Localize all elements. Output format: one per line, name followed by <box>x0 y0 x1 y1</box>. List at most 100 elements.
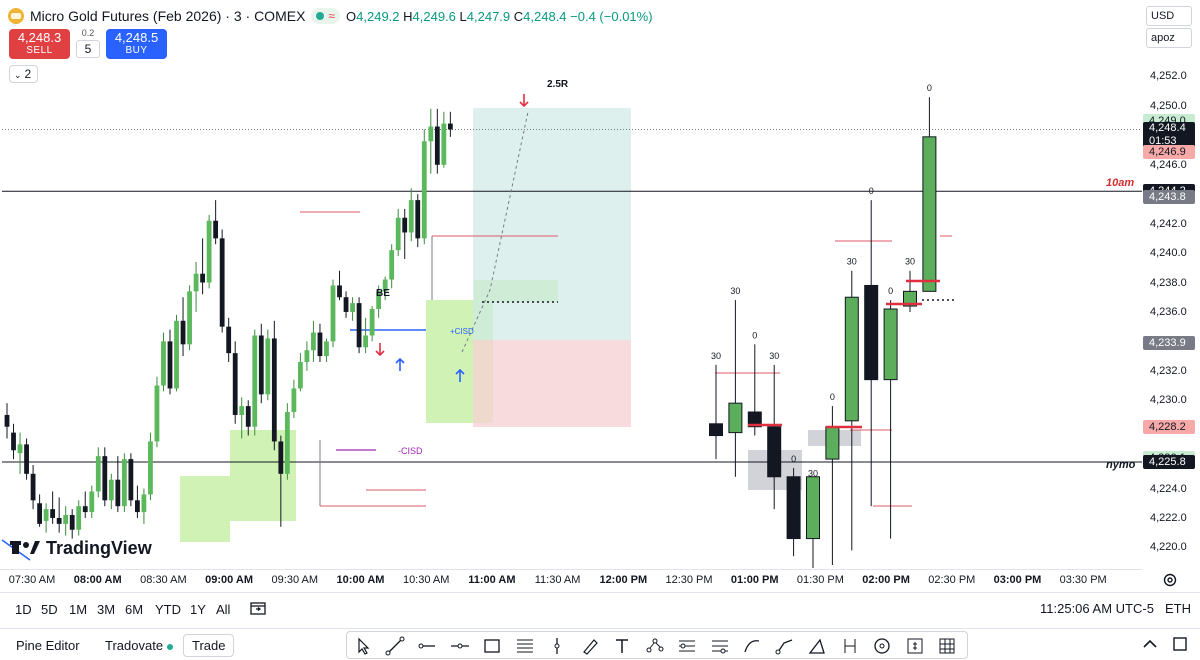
bull-candle <box>441 111 447 168</box>
calendar-goto-icon[interactable] <box>249 599 267 617</box>
gear-icon[interactable] <box>1162 572 1178 588</box>
horizontal-ray-icon[interactable] <box>416 635 438 657</box>
candle-body <box>284 412 290 474</box>
htf-bull-candle: 0 <box>883 286 898 539</box>
tab-tradovate[interactable]: Tradovate <box>105 638 174 653</box>
candle-body <box>121 459 127 507</box>
bear-candle <box>56 497 62 533</box>
long-position-icon[interactable] <box>676 635 698 657</box>
fib-retracement-icon[interactable] <box>514 635 536 657</box>
price-tick-label: 4,220.0 <box>1150 541 1187 554</box>
sell-button[interactable]: 4,248.3 SELL <box>9 29 70 59</box>
bull-candle <box>363 317 368 354</box>
date-range-icon[interactable] <box>839 635 861 657</box>
quantity-input[interactable]: 5 <box>76 40 100 58</box>
tab-pine-editor[interactable]: Pine Editor <box>16 638 80 653</box>
candle-body <box>447 123 453 130</box>
high-value: 4,249.6 <box>412 8 456 24</box>
price-tick-label: 4,250.0 <box>1150 99 1187 112</box>
vertical-line-icon[interactable] <box>546 635 568 657</box>
time-tick-label: 12:30 PM <box>665 574 713 586</box>
current-price-label: 4,248.4 01:53 <box>1143 122 1195 149</box>
market-status[interactable]: ≈ <box>311 8 341 24</box>
range-button-5d[interactable]: 5D <box>41 602 58 617</box>
account-select[interactable]: apoz <box>1146 28 1192 48</box>
htf-count-label: 0 <box>869 186 874 196</box>
rectangle-icon[interactable] <box>481 635 503 657</box>
price-marker-label: 4,228.2 <box>1143 419 1195 434</box>
chart-legend-header: Micro Gold Futures (Feb 2026) · 3 · COME… <box>8 6 653 26</box>
symbol-title[interactable]: Micro Gold Futures (Feb 2026) · 3 · COME… <box>30 8 306 24</box>
sell-signal-arrow-icon <box>375 343 385 357</box>
currency-select[interactable]: USD <box>1146 6 1192 26</box>
text-icon[interactable] <box>611 635 633 657</box>
range-button-ytd[interactable]: YTD <box>155 602 181 617</box>
candle-body <box>174 320 179 389</box>
maximize-icon[interactable] <box>1171 635 1189 653</box>
bull-candle <box>252 329 258 436</box>
htf-count-label: 0 <box>927 83 932 93</box>
bear-candle <box>245 400 251 436</box>
htf-bull-candle: 0 <box>825 392 840 566</box>
candle-body <box>271 338 277 442</box>
path-icon[interactable] <box>774 635 796 657</box>
brush-icon[interactable] <box>579 635 601 657</box>
bull-candle <box>76 500 82 536</box>
candle-body <box>408 200 414 233</box>
candle-body <box>389 250 395 280</box>
price-tick-label: 4,230.0 <box>1150 394 1187 407</box>
level-10am-label: 10am <box>1106 177 1134 189</box>
candle-body <box>298 361 303 389</box>
candle-body <box>154 385 160 442</box>
htf-count-label: 30 <box>711 351 721 361</box>
arrow-head <box>395 357 405 364</box>
htf-bull-candle: 30 <box>728 286 743 477</box>
range-button-all[interactable]: All <box>216 602 231 617</box>
range-button-6m[interactable]: 6M <box>125 602 144 617</box>
candle-body <box>30 473 36 501</box>
price-marker-label: 4,225.8 <box>1143 455 1195 470</box>
fib-channel-icon[interactable] <box>709 635 731 657</box>
candle-body <box>252 335 258 427</box>
time-tick-label: 02:30 PM <box>928 574 976 586</box>
buy-button[interactable]: 4,248.5 BUY <box>106 29 167 59</box>
bull-candle <box>421 129 427 245</box>
indicator-legend-toggle[interactable]: ⌄ 2 <box>9 65 38 83</box>
gann-box-icon[interactable] <box>936 635 958 657</box>
bull-candle <box>89 485 95 518</box>
candle-body <box>128 459 134 501</box>
price-tick-label: 4,232.0 <box>1150 364 1187 377</box>
range-button-1y[interactable]: 1Y <box>190 602 206 617</box>
bull-candle <box>187 285 192 351</box>
session-type[interactable]: ETH <box>1165 601 1191 616</box>
pattern-icon[interactable] <box>644 635 666 657</box>
horizontal-line-icon[interactable] <box>449 635 471 657</box>
price-chart[interactable]: 30 30 0 30 0 30 0 30 0 0 30 0 2.5R BE -CISD +CISD 10am n… <box>0 0 1142 569</box>
triangle-icon[interactable] <box>806 635 828 657</box>
range-button-3m[interactable]: 3M <box>97 602 116 617</box>
price-scale[interactable]: 4,252.0 4,250.0 4,246.0 4,242.0 4,240.0 4,238… <box>1142 50 1200 568</box>
range-button-1d[interactable]: 1D <box>15 602 32 617</box>
htf-candle-body <box>806 476 820 540</box>
sell-signal-arrow-icon <box>519 94 529 108</box>
curve-icon[interactable] <box>741 635 763 657</box>
watermark-text: TradingView <box>46 538 153 558</box>
buy-price: 4,248.5 <box>114 30 159 45</box>
time-tick-label: 02:00 PM <box>862 574 910 586</box>
candle-body <box>161 341 166 386</box>
tab-trade[interactable]: Trade <box>183 634 235 657</box>
cursor-icon[interactable] <box>351 635 373 657</box>
bear-candle <box>434 108 440 174</box>
price-range-icon[interactable] <box>904 635 926 657</box>
range-button-1m[interactable]: 1M <box>69 602 88 617</box>
circle-icon[interactable] <box>871 635 893 657</box>
level-nymo-label: nymo <box>1106 459 1136 471</box>
trendline-icon[interactable] <box>384 635 406 657</box>
chevron-up-icon[interactable] <box>1140 635 1160 653</box>
time-axis[interactable]: 07:30 AM 08:00 AM 08:30 AM 09:00 AM 09:30 AM… <box>0 569 1142 589</box>
candle-body <box>428 126 434 142</box>
candle-body <box>421 141 427 239</box>
htf-bull-candle: 30 <box>806 469 820 568</box>
session-clock[interactable]: 11:25:06 AM UTC-5 <box>1040 601 1154 616</box>
candle-body <box>56 517 62 524</box>
